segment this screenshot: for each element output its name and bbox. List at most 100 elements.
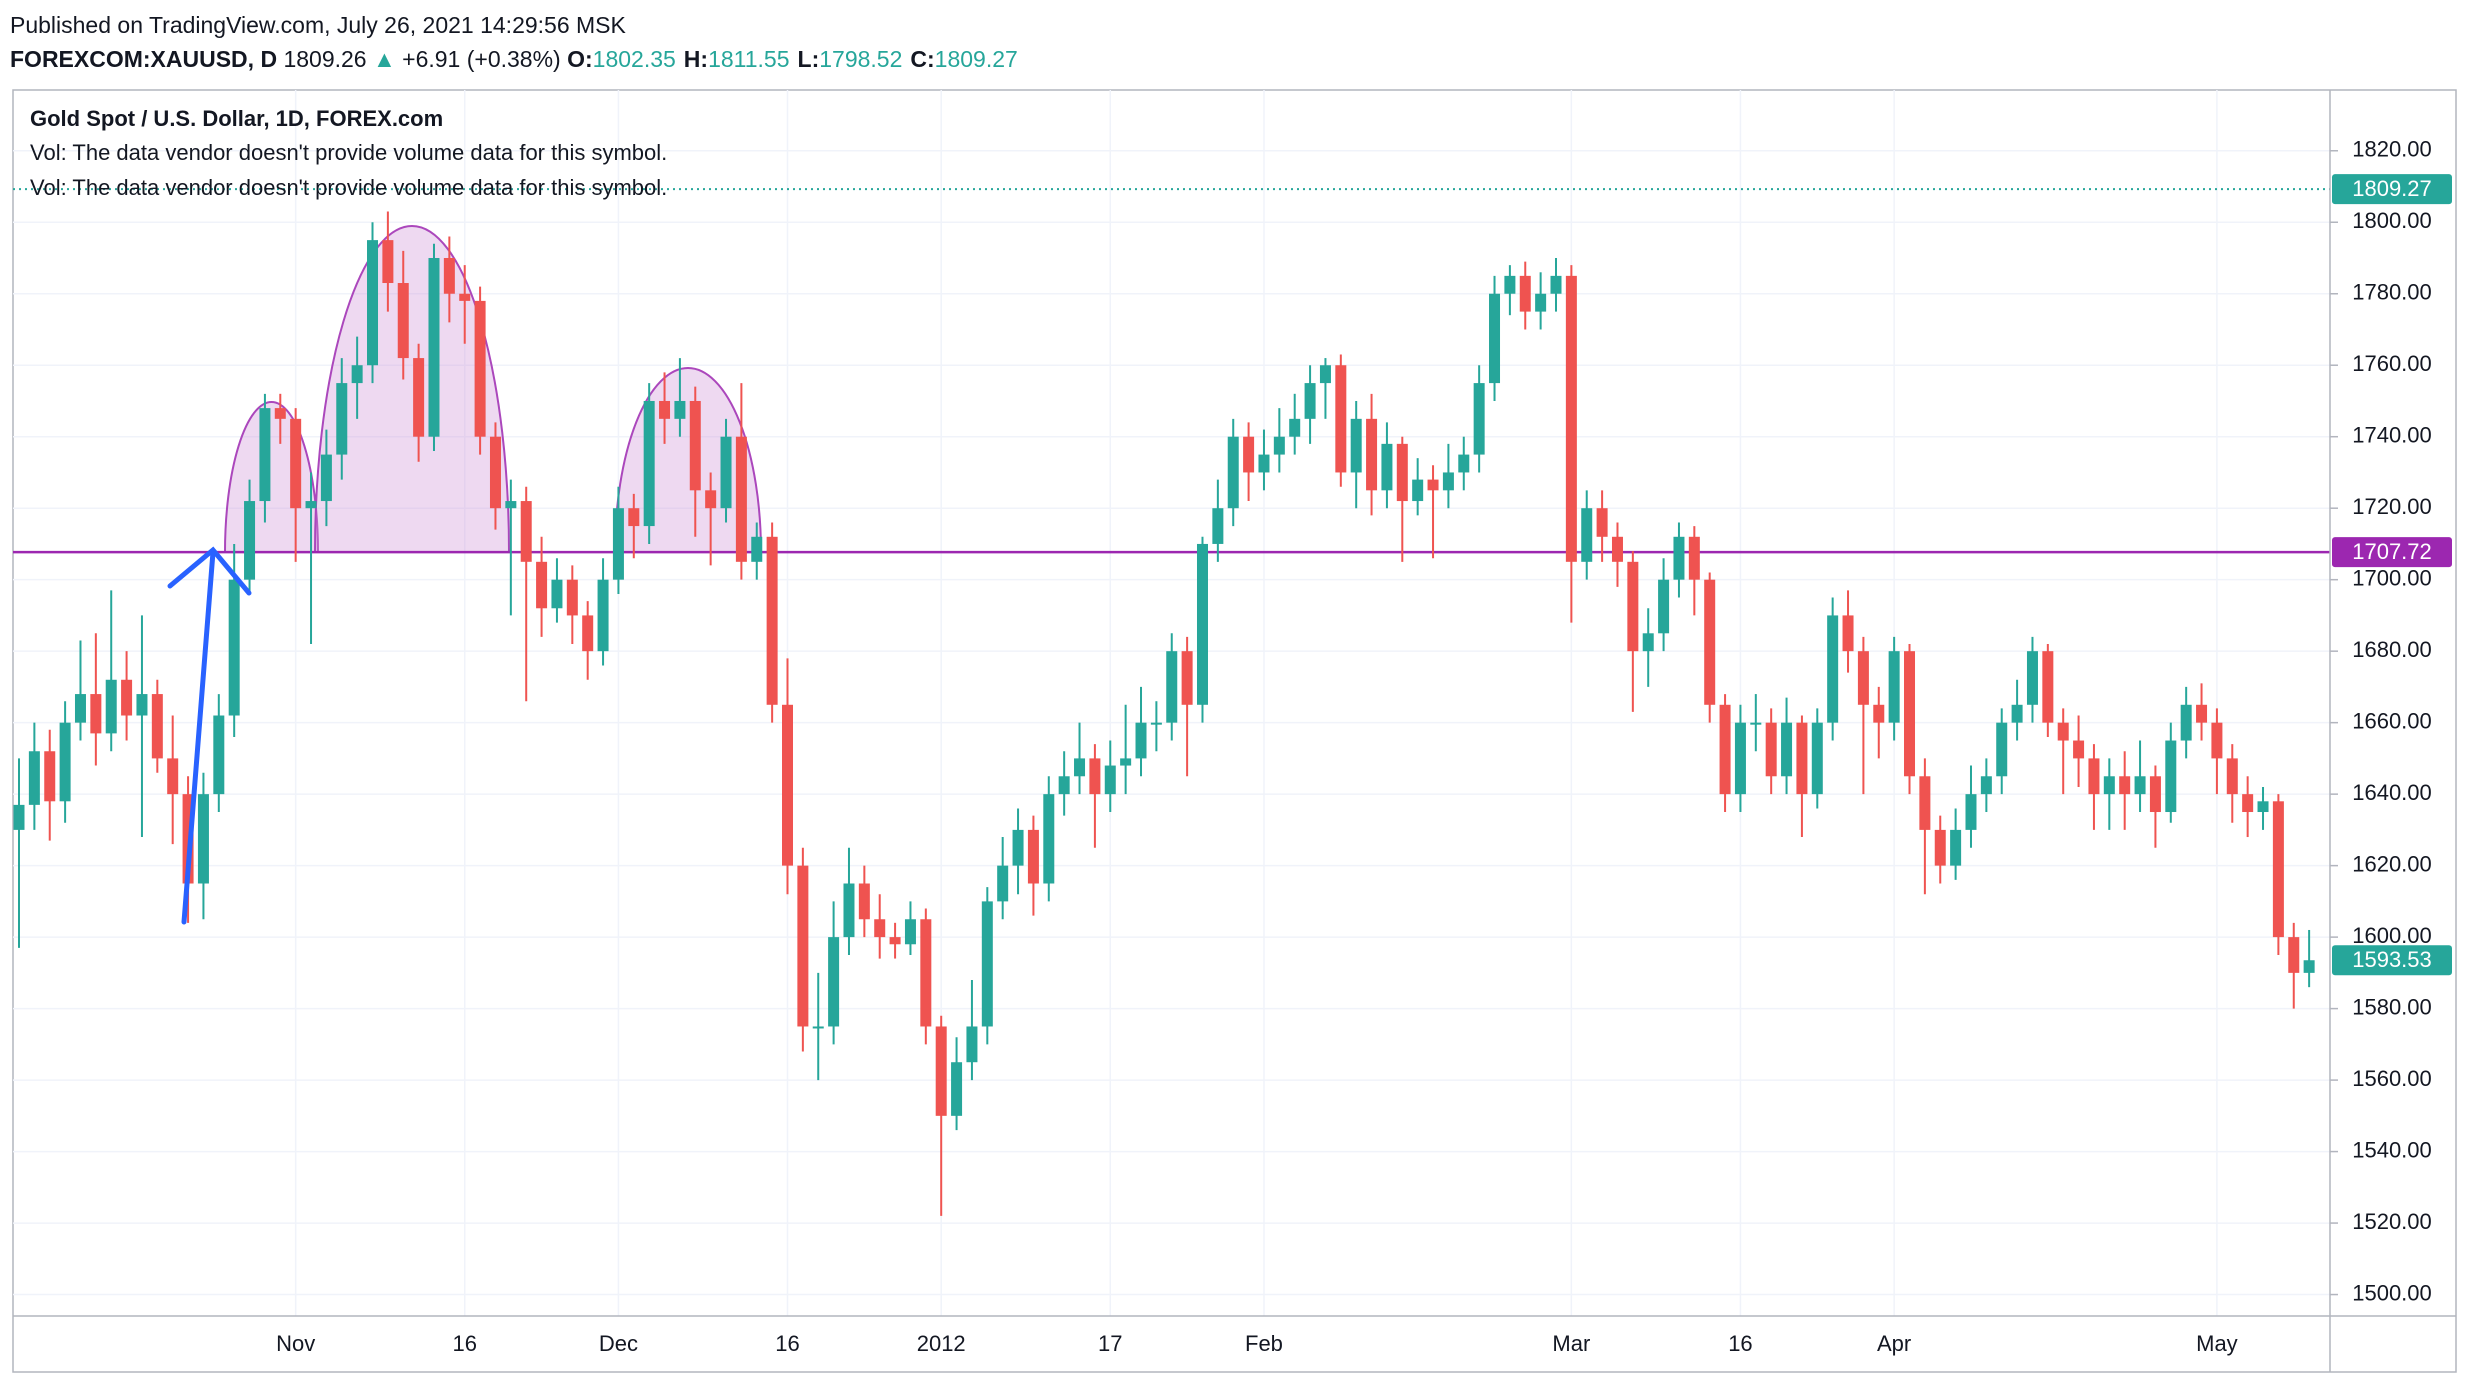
candle-body: [2134, 776, 2146, 795]
change: +6.91 (+0.38%): [402, 46, 561, 72]
candle-body: [489, 436, 501, 509]
candle-body: [1811, 722, 1823, 795]
ohlc-label: C:: [910, 46, 935, 72]
candle-body: [1827, 615, 1839, 723]
legend-title: Gold Spot / U.S. Dollar, 1D, FOREX.com: [30, 106, 443, 131]
price-tag: [2332, 945, 2452, 976]
header: Published on TradingView.com, July 26, 2…: [10, 8, 1026, 76]
candle-body: [1965, 794, 1977, 830]
candle-body: [720, 436, 732, 509]
candle-body: [136, 694, 148, 716]
candle-body: [1150, 722, 1162, 725]
candle-body: [2242, 794, 2254, 813]
candle-body: [2042, 651, 2054, 723]
candle-body: [1642, 633, 1654, 652]
candle-body: [751, 536, 763, 562]
candle-body: [920, 919, 932, 1027]
y-tick-label: 1800.00: [2352, 208, 2432, 233]
candle-body: [443, 257, 455, 294]
candle-body: [1627, 561, 1639, 652]
price-tag-label: 1593.53: [2352, 947, 2432, 972]
candle-body: [290, 418, 302, 509]
candle-body: [1857, 651, 1869, 705]
candle-body: [1473, 383, 1485, 455]
candle-body: [459, 293, 471, 301]
candle-body: [612, 508, 624, 580]
y-tick-label: 1580.00: [2352, 994, 2432, 1019]
candle-body: [1104, 765, 1116, 795]
candle-body: [643, 400, 655, 527]
y-tick-label: 1560.00: [2352, 1066, 2432, 1091]
candle-body: [1289, 418, 1301, 437]
candle-body: [782, 704, 793, 866]
price-tag-label: 1809.27: [2352, 176, 2432, 201]
candle-body: [1381, 443, 1393, 491]
candle-body: [1089, 758, 1101, 795]
candle-body: [397, 283, 409, 359]
candle-body: [1458, 454, 1470, 473]
last-price: 1809.26: [283, 46, 367, 72]
candle-body: [2180, 704, 2192, 741]
candle-body: [1350, 418, 1362, 473]
candle-body: [2103, 776, 2115, 795]
candle-body: [935, 1026, 947, 1116]
candle-body: [274, 408, 286, 419]
candle-body: [1074, 758, 1086, 777]
head: [313, 225, 511, 553]
candle-body: [167, 758, 179, 795]
candle-body: [1366, 418, 1378, 491]
frame: [12, 89, 2457, 1373]
candle-body: [766, 536, 778, 705]
y-tick-label: 1600.00: [2352, 923, 2432, 948]
candle-body: [213, 715, 225, 795]
arrow-shaft: [181, 549, 216, 925]
candle-body: [121, 679, 133, 716]
candle-body: [874, 919, 886, 938]
candle-body: [367, 240, 379, 366]
candle-body: [705, 490, 717, 509]
ohlc-label: O:: [567, 46, 593, 72]
arrow-drawing: [167, 546, 252, 925]
candle-body: [1258, 454, 1270, 473]
x-tick-label: Nov: [276, 1331, 315, 1356]
y-tick-label: 1780.00: [2352, 280, 2432, 305]
y-tick-label: 1700.00: [2352, 565, 2432, 590]
candle-body: [1442, 472, 1454, 491]
ohlc-value: 1811.55: [708, 46, 790, 72]
candle-body: [2257, 801, 2269, 813]
candle-body: [1565, 275, 1577, 562]
candle-body: [1873, 704, 1885, 723]
candle-body: [320, 454, 332, 502]
x-tick-label: May: [2196, 1331, 2238, 1356]
candle-body: [1842, 615, 1854, 652]
candle-body: [536, 561, 548, 609]
candle-body: [90, 694, 102, 734]
candle-body: [1396, 443, 1408, 502]
x-tick-label: 16: [1728, 1331, 1752, 1356]
candle-body: [2226, 758, 2238, 795]
published: Published on TradingView.com, July 26, 2…: [10, 12, 626, 38]
candle-body: [197, 794, 209, 884]
y-tick-label: 1820.00: [2352, 137, 2432, 162]
ohlc: O:1802.35 H:1811.55 L:1798.52 C:1809.27: [567, 46, 1026, 72]
candle-body: [1719, 704, 1731, 795]
ohlc-value: 1802.35: [592, 46, 676, 72]
candle-body: [582, 615, 594, 652]
candle-body: [151, 694, 163, 759]
candle-body: [674, 400, 686, 419]
candle-body: [1734, 722, 1746, 795]
candle-body: [1412, 479, 1424, 502]
candle-body: [520, 501, 532, 562]
change-arrow: ▲: [372, 46, 396, 72]
candle-body: [1996, 722, 2008, 777]
candle-body: [2119, 776, 2131, 795]
candle-body: [1304, 383, 1316, 419]
candle-body: [2073, 740, 2085, 759]
candle-body: [505, 501, 517, 509]
candle-body: [1888, 651, 1900, 723]
candle-body: [2057, 722, 2069, 741]
candle-body: [1658, 579, 1670, 634]
candle-body: [2011, 704, 2023, 723]
candle-body: [474, 300, 486, 437]
candle-body: [59, 722, 71, 802]
